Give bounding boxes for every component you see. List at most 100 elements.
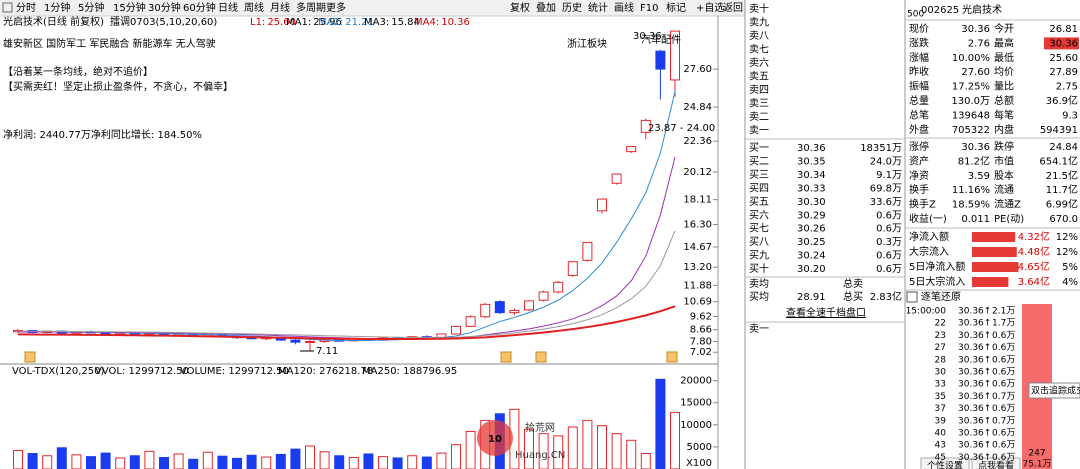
- period-tab[interactable]: 周线: [244, 1, 264, 14]
- buy-level: 买一: [749, 142, 769, 154]
- quote-label: 换手: [909, 183, 929, 196]
- candle-body: [582, 241, 593, 261]
- period-tab[interactable]: 月线: [270, 1, 290, 14]
- tick-volume: 1.7万: [992, 319, 1015, 329]
- quote-value: 17.25%: [952, 82, 990, 93]
- toolbar-button[interactable]: 返回: [723, 2, 743, 14]
- buy-volume: 24.0万: [870, 156, 902, 167]
- volume-bar: [71, 454, 82, 469]
- quote-label: 股本: [994, 169, 1014, 182]
- toolbar-button[interactable]: 标记: [666, 2, 686, 14]
- buy-price: 30.20: [797, 264, 826, 275]
- period-tab[interactable]: 1分钟: [44, 1, 70, 14]
- toolbar-button[interactable]: 复权: [510, 1, 530, 14]
- quote-value: 30.36: [1049, 38, 1078, 49]
- period-tab[interactable]: 更多: [326, 1, 346, 14]
- toolbar-button[interactable]: 叠加: [536, 2, 556, 14]
- tick-price: 30.36↑: [958, 380, 991, 390]
- event-marker[interactable]: [535, 351, 547, 363]
- tick-time: 23: [935, 331, 946, 341]
- tick-price: 30.36↑: [958, 441, 991, 451]
- indicator-name: 擂调0703(5,10,20,60): [110, 15, 217, 28]
- flow-label: 大宗流入: [909, 245, 949, 258]
- volume-bar: [42, 455, 53, 469]
- buy-volume: 0.6万: [876, 210, 902, 221]
- quote-code: 002625: [921, 5, 959, 16]
- period-tab[interactable]: 15分钟: [113, 1, 146, 14]
- quote-value: 27.60: [961, 67, 990, 78]
- quote-label: 振幅: [909, 80, 929, 93]
- toolbar-button[interactable]: 画线: [614, 1, 634, 14]
- buy-level: 买八: [749, 236, 769, 248]
- tick-time: 28: [935, 355, 947, 365]
- volume-bar: [451, 444, 461, 469]
- flow-amount-unit: 亿: [1040, 275, 1050, 288]
- period-tab[interactable]: 日线: [218, 1, 238, 14]
- tick-time: 37: [935, 404, 946, 414]
- buy-level: 买二: [749, 155, 769, 167]
- quote-value: 130.0万: [951, 96, 990, 107]
- volume-bar: [100, 452, 111, 469]
- sell-level: 卖三: [749, 98, 769, 110]
- quote-label: 最低: [994, 51, 1014, 64]
- volume-bar: [334, 455, 345, 469]
- legend-name: MA2:: [318, 17, 343, 28]
- candle-body: [480, 303, 491, 318]
- quote-label: 流通Z: [994, 198, 1021, 211]
- volume-bar: [56, 447, 67, 469]
- quote-badge: 500: [907, 10, 924, 20]
- toolbar-button[interactable]: +自选: [696, 1, 724, 14]
- tick-count: 247: [1028, 449, 1045, 459]
- volume-bar: [275, 453, 286, 469]
- volume-bar: [246, 454, 257, 469]
- moving-average: [18, 156, 676, 340]
- period-tab[interactable]: 多周期: [296, 1, 326, 14]
- toolbar-button[interactable]: F10: [640, 3, 658, 14]
- footer-button[interactable]: 个性设置: [927, 460, 963, 469]
- event-marker[interactable]: [500, 351, 512, 363]
- volume-bar: [305, 445, 315, 469]
- period-tab[interactable]: 30分钟: [148, 1, 181, 14]
- total-sell: 总卖: [843, 277, 863, 290]
- toolbar-button[interactable]: 历史: [562, 2, 582, 14]
- chart-annotation: 净利润: 2440.77万净利同比增长: 184.50%: [3, 128, 202, 141]
- footer-button[interactable]: 点我看看: [978, 460, 1014, 469]
- y-tick-label: 7.02: [690, 347, 712, 358]
- tick-time: 39: [935, 416, 947, 426]
- tick-volume: 2.1万: [992, 307, 1015, 317]
- quote-label: 均价: [994, 66, 1014, 78]
- buy-level: 买六: [749, 209, 769, 221]
- flow-amount-value: 4.32: [1018, 232, 1040, 243]
- period-icon: [2, 2, 13, 13]
- y-tick-label: 22.36: [683, 136, 712, 147]
- event-marker[interactable]: [24, 351, 36, 363]
- tick-price: 30.36↑: [958, 416, 991, 426]
- quote-label: 涨幅: [909, 51, 929, 64]
- toolbar-button[interactable]: 统计: [588, 1, 608, 14]
- period-tab[interactable]: 分时: [16, 2, 36, 14]
- y-tick-label: 20000: [680, 376, 712, 387]
- footer-button-bg[interactable]: [920, 457, 970, 469]
- flow-pct: 5%: [1062, 262, 1078, 273]
- quote-value: 26.81: [1049, 24, 1078, 35]
- ticks-icon: [906, 291, 918, 303]
- quote-label: PE(动): [994, 213, 1024, 225]
- chart-annotation: 【沿着某一条均线，绝对不追价】: [3, 65, 153, 78]
- flow-amount: 4.65亿: [1018, 260, 1050, 273]
- buy-volume: 18351万: [860, 143, 902, 154]
- quote-label: 现价: [909, 23, 929, 35]
- period-tab[interactable]: 60分钟: [183, 1, 216, 14]
- volume-bar: [261, 456, 272, 469]
- depth-link[interactable]: 查看全速千档盘口: [786, 306, 866, 319]
- period-tab[interactable]: 5分钟: [78, 1, 104, 14]
- quote-value: 10.00%: [952, 53, 990, 64]
- event-marker[interactable]: [666, 351, 678, 363]
- tick-time: 40: [935, 429, 947, 439]
- quote-label: 市值: [994, 154, 1014, 167]
- footer-button-bg[interactable]: [971, 457, 1021, 469]
- y-tick-label: 9.62: [690, 311, 712, 322]
- quote-value: 11.16%: [952, 185, 990, 196]
- quote-label: 换手Z: [909, 198, 936, 211]
- flow-amount-unit: 亿: [1040, 245, 1050, 258]
- flow-pct: 4%: [1062, 277, 1078, 288]
